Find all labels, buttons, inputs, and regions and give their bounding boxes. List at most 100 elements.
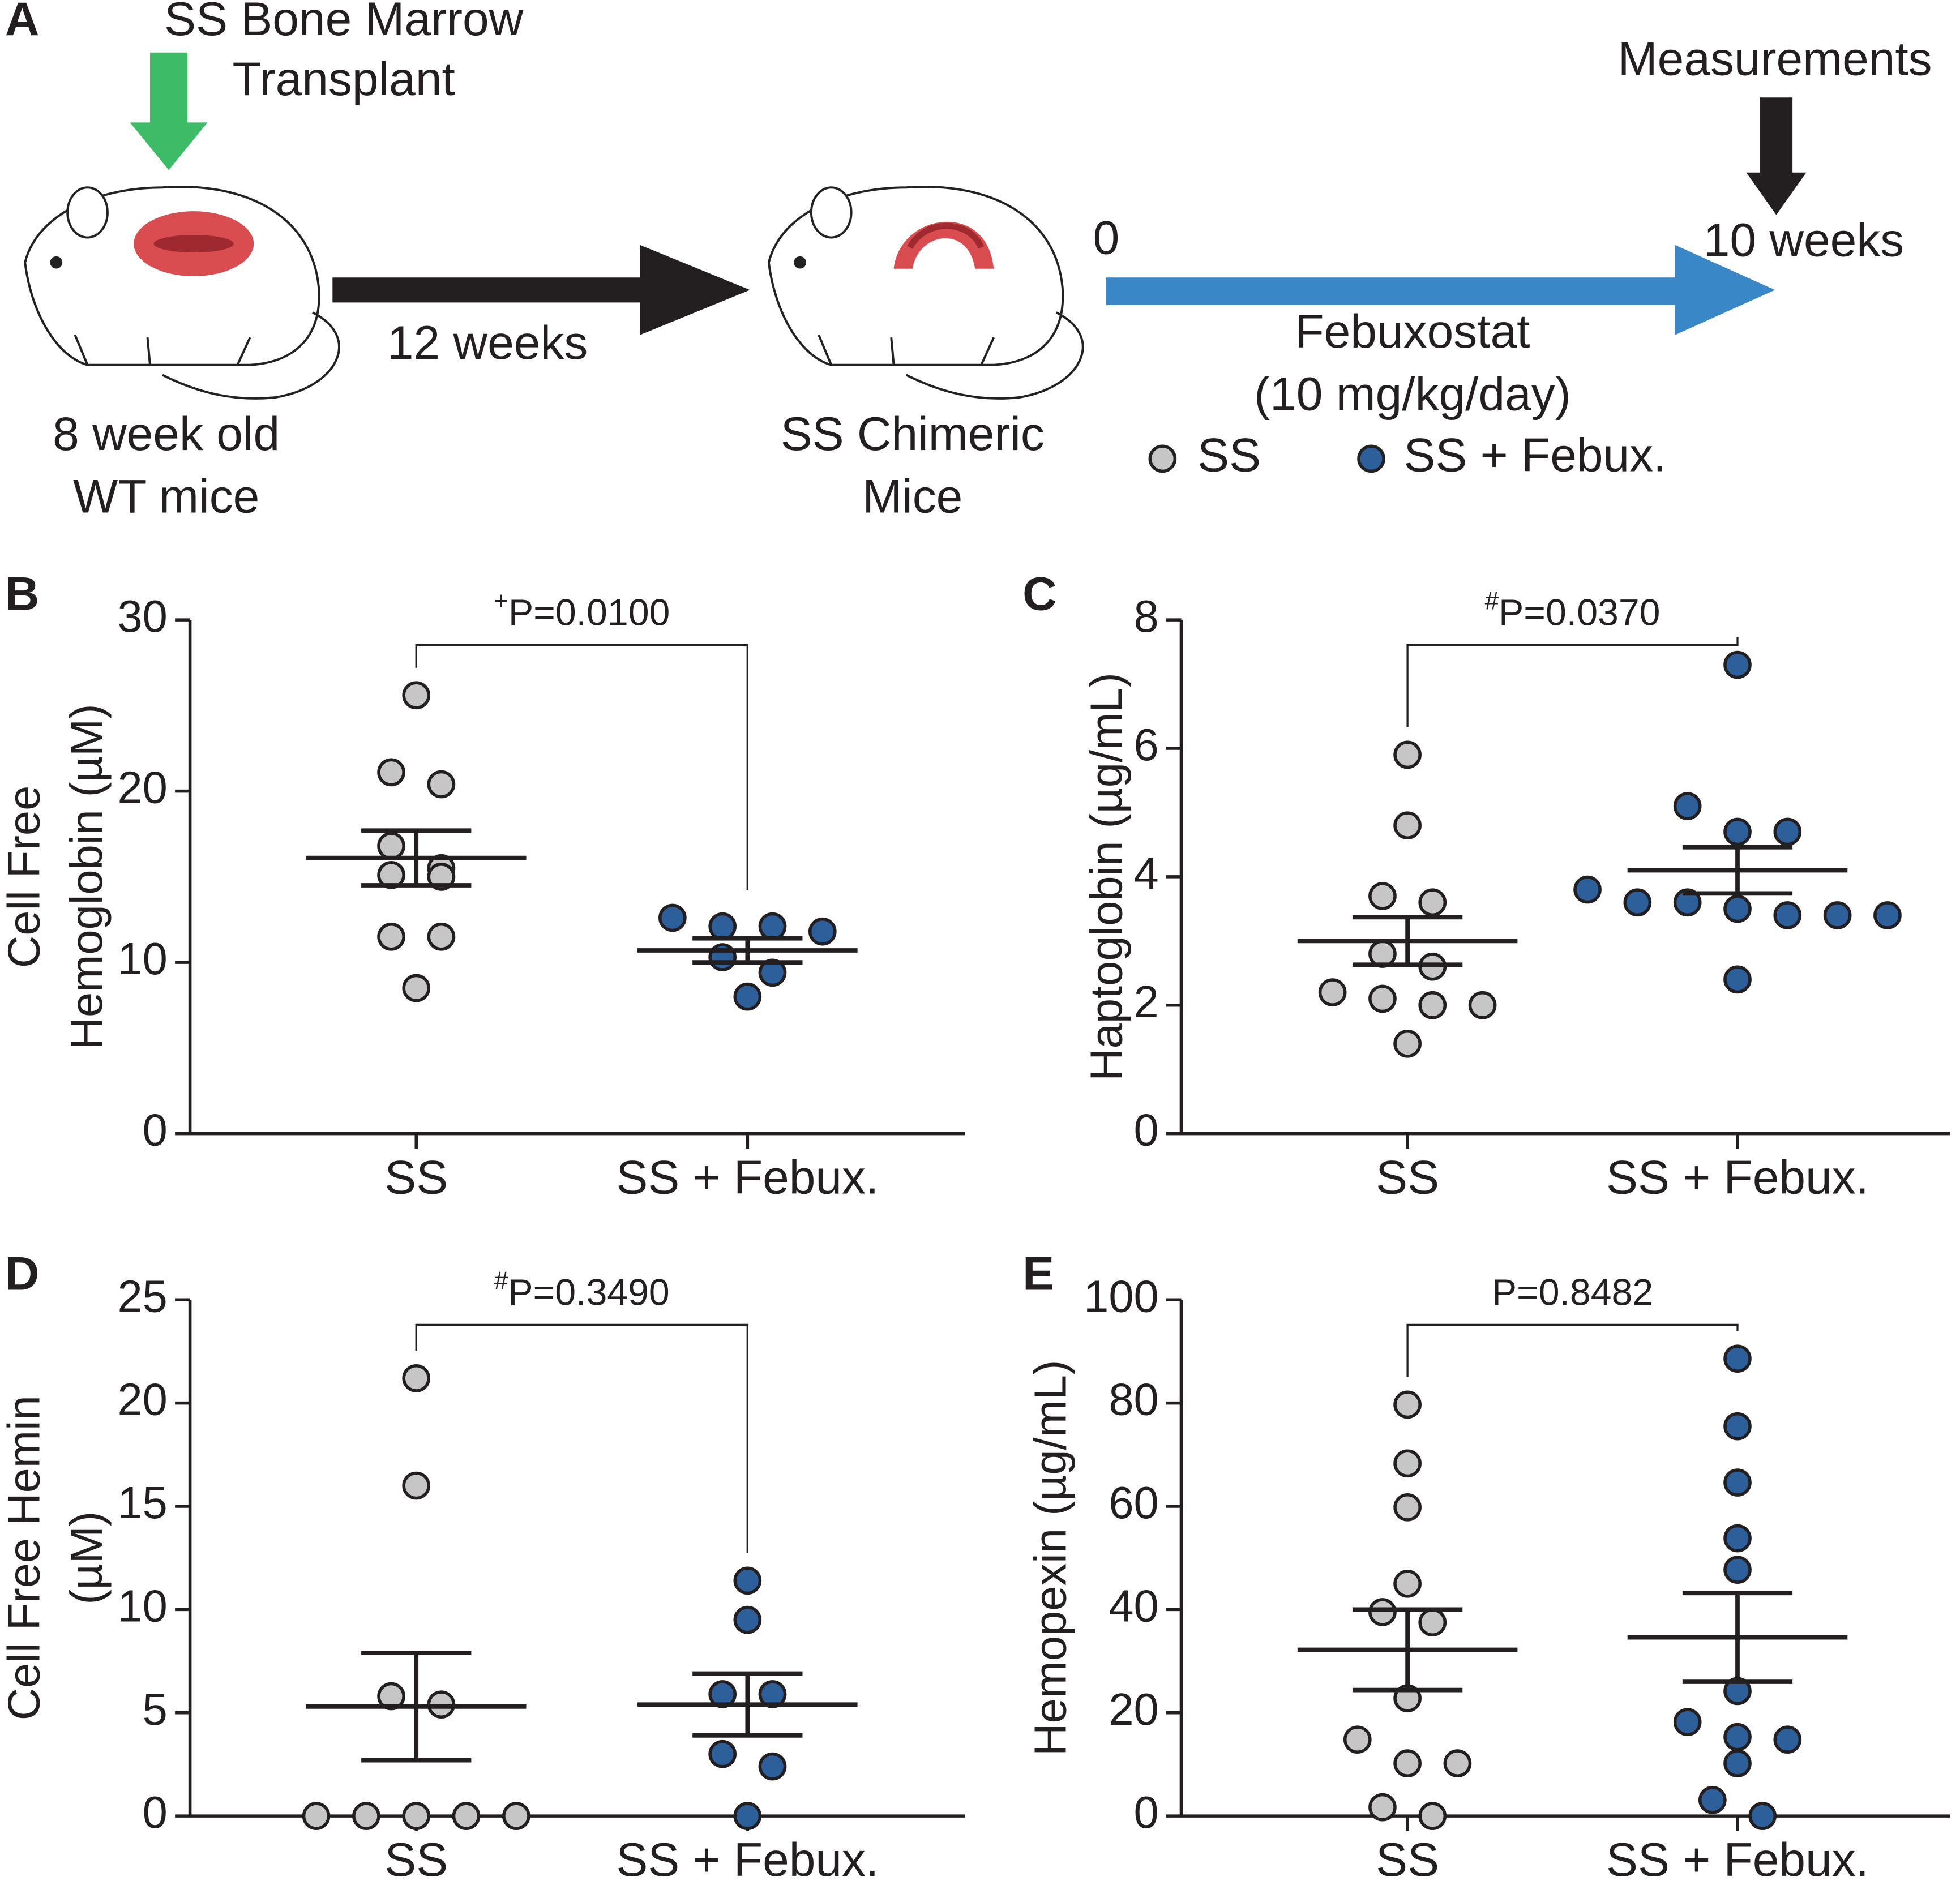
data-point [1443,1749,1472,1777]
data-point [1673,888,1702,917]
legend-marker [1357,444,1385,473]
data-point [1368,984,1397,1013]
transplant-arrow [130,52,208,170]
y-tick-label: 40 [1109,1580,1158,1631]
significance-bracket [1406,637,1739,727]
data-point [1573,875,1602,904]
transplant-label: SS Bone Marrow [164,0,524,45]
x-tick-label: SS [1376,1833,1439,1881]
p-value: #P=0.0370 [1485,587,1661,633]
data-point [1418,1608,1447,1637]
mice-label: SS Chimeric [781,407,1045,460]
data-point [377,861,405,889]
x-tick-label: SS + Febux. [616,1151,879,1204]
mice-label: Mice [862,469,962,522]
measurements-label: Measurements [1618,32,1932,85]
treatment-label: (10 mg/kg/day) [1254,367,1571,420]
p-text: P=0.8482 [1492,1271,1653,1313]
y-axis-label: Hemoglobin (µM) [61,704,112,1049]
y-tick-label: 20 [117,762,167,813]
significance-bracket [415,644,748,890]
x-tick-label: SS [384,1833,448,1881]
data-point [1723,1412,1752,1441]
data-point [1673,1708,1702,1737]
significance-bracket [415,1323,748,1553]
data-point [1368,1598,1397,1626]
p-text: P=0.3490 [508,1271,669,1313]
x-tick-label: SS + Febux. [616,1833,879,1881]
data-point [402,681,431,710]
y-tick-label: 5 [143,1684,168,1734]
legend-label: SS + Febux. [1403,429,1666,482]
data-point [1723,1556,1752,1584]
p-value: #P=0.3490 [494,1267,670,1313]
y-tick-label: 60 [1109,1477,1158,1528]
data-point [1343,1725,1372,1754]
mice-label: WT mice [73,469,259,522]
y-tick-label: 0 [143,1105,168,1155]
data-point [402,1471,431,1500]
y-tick-label: 10 [117,1580,167,1631]
data-point [1393,1749,1422,1777]
data-point [1723,1344,1752,1373]
y-axis-label: Cell Free [0,786,49,968]
data-point [1418,1802,1447,1830]
data-point [758,912,787,941]
y-axis-label: Cell Free Hemin [0,1395,49,1720]
interval-arrow [332,245,750,335]
data-point [1418,991,1447,1019]
data-point [1673,792,1702,820]
data-point [427,770,456,799]
data-point [708,1739,737,1768]
y-tick-label: 15 [117,1477,167,1528]
data-point [808,917,837,946]
data-point [1393,740,1422,769]
interval-label: 12 weeks [387,316,588,369]
y-tick-label: 0 [1134,1105,1159,1155]
data-point [502,1802,530,1830]
data-point [377,922,405,951]
y-tick-label: 0 [1134,1787,1159,1837]
data-point [1723,1524,1752,1553]
data-point [1393,1390,1422,1419]
data-point [377,758,405,787]
mice-label: 8 week old [53,407,280,460]
panel-letter: B [5,567,40,620]
y-tick-label: 80 [1109,1374,1158,1425]
data-point [1723,650,1752,679]
data-point [1723,894,1752,923]
mouse-chimeric [767,186,1084,400]
data-point [758,958,787,987]
p-symbol: # [1485,587,1499,615]
y-tick-label: 100 [1084,1271,1159,1321]
y-axis-label: Haptoglobin (µg/mL) [1081,672,1132,1081]
y-axis-label: (µM) [61,1511,112,1605]
data-point [352,1802,380,1830]
data-point [733,982,762,1011]
data-point [658,903,687,932]
data-point [1723,1723,1752,1751]
y-tick-label: 20 [117,1374,167,1425]
panel-letter: A [5,0,40,45]
y-tick-label: 6 [1134,719,1159,770]
data-point [1723,1749,1752,1777]
data-point [1393,1029,1422,1058]
end-label: 10 weeks [1704,213,1904,267]
data-point [402,1802,431,1830]
data-point [1698,1786,1727,1814]
data-point [733,1566,762,1595]
data-point [1748,1802,1777,1830]
data-point [1393,1493,1422,1522]
data-point [1773,1725,1802,1754]
treatment-arrow [1106,245,1775,335]
legend-marker [1148,444,1177,473]
x-tick-label: SS + Febux. [1606,1151,1869,1204]
x-tick-label: SS [384,1151,448,1204]
data-point [733,1802,762,1830]
data-point [377,832,405,860]
y-tick-label: 25 [117,1271,167,1321]
p-symbol: # [494,1267,508,1295]
data-point [1773,817,1802,846]
data-point [1368,882,1397,910]
